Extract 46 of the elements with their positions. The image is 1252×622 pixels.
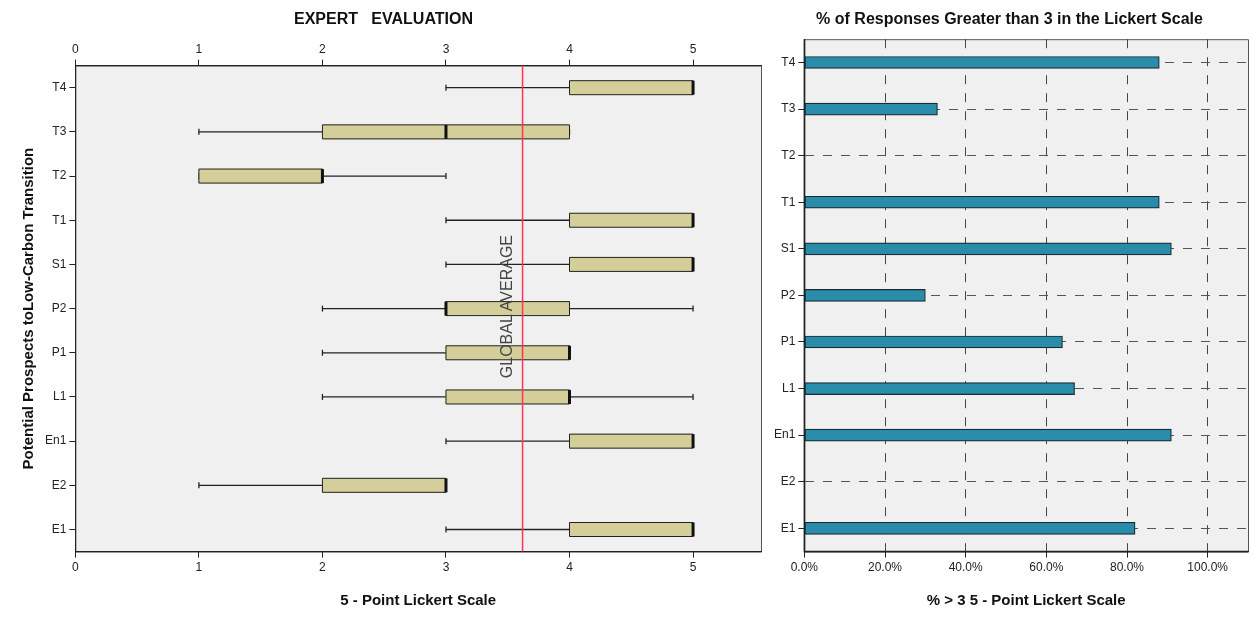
y-tick-label: E2 xyxy=(51,477,67,492)
chart-title: % of Responses Greater than 3 in the Lickert Scale xyxy=(816,10,1203,28)
x-tick-label: 60.0% xyxy=(1029,560,1064,575)
x-tick-label: 1 xyxy=(195,560,203,575)
y-tick-label: P1 xyxy=(780,334,796,349)
x-axis-title: % > 3 5 - Point Lickert Scale xyxy=(926,591,1126,609)
y-tick-label: E2 xyxy=(780,474,796,489)
y-tick-label: L1 xyxy=(52,389,67,404)
y-tick-label: S1 xyxy=(780,241,796,256)
y-tick-label: En1 xyxy=(44,433,67,448)
x-tick-label: 4 xyxy=(566,560,574,575)
y-tick-label: T4 xyxy=(781,54,796,69)
ref-line-label: GLOBAL AVERAGE xyxy=(497,235,515,379)
y-tick-label: T1 xyxy=(52,212,67,227)
y-tick-label: E1 xyxy=(51,521,67,536)
y-tick-label: L1 xyxy=(781,380,796,395)
y-axis-title: Potential Prospects toLow-Carbon Transition xyxy=(19,147,37,470)
y-tick-label: T2 xyxy=(52,168,67,183)
y-tick-label: T1 xyxy=(781,194,796,209)
y-tick-label: P2 xyxy=(51,300,67,315)
x2-tick-label: 0 xyxy=(72,41,80,56)
y-tick-label: T3 xyxy=(52,124,67,139)
y-tick-label: E1 xyxy=(780,520,796,535)
y-tick-label: T3 xyxy=(781,101,796,116)
x2-tick-label: 4 xyxy=(566,41,574,56)
y-tick-label: P2 xyxy=(780,287,796,302)
x-tick-label: 20.0% xyxy=(868,560,903,575)
x-tick-label: 100.0% xyxy=(1187,560,1229,575)
y-tick-label: T2 xyxy=(781,147,796,162)
x-tick-label: 5 xyxy=(689,560,697,575)
y-tick-label: S1 xyxy=(51,256,67,271)
x-tick-label: 3 xyxy=(442,560,450,575)
chart-title: EXPERT EVALUATION xyxy=(294,10,473,28)
y-tick-label: T4 xyxy=(52,80,67,94)
y-tick-label: En1 xyxy=(773,427,796,442)
x2-tick-label: 2 xyxy=(319,41,327,56)
x2-tick-label: 1 xyxy=(195,41,203,56)
x-tick-label: 0 xyxy=(72,560,80,575)
x-tick-label: 0.0% xyxy=(790,560,819,575)
y-tick-label: P1 xyxy=(51,345,67,360)
x2-tick-label: 3 xyxy=(442,41,450,56)
x2-tick-label: 5 xyxy=(689,41,697,56)
x-axis-title: 5 - Point Lickert Scale xyxy=(340,591,497,609)
x-tick-label: 2 xyxy=(319,560,327,575)
x-tick-label: 40.0% xyxy=(948,560,984,575)
x-tick-label: 80.0% xyxy=(1109,560,1145,575)
